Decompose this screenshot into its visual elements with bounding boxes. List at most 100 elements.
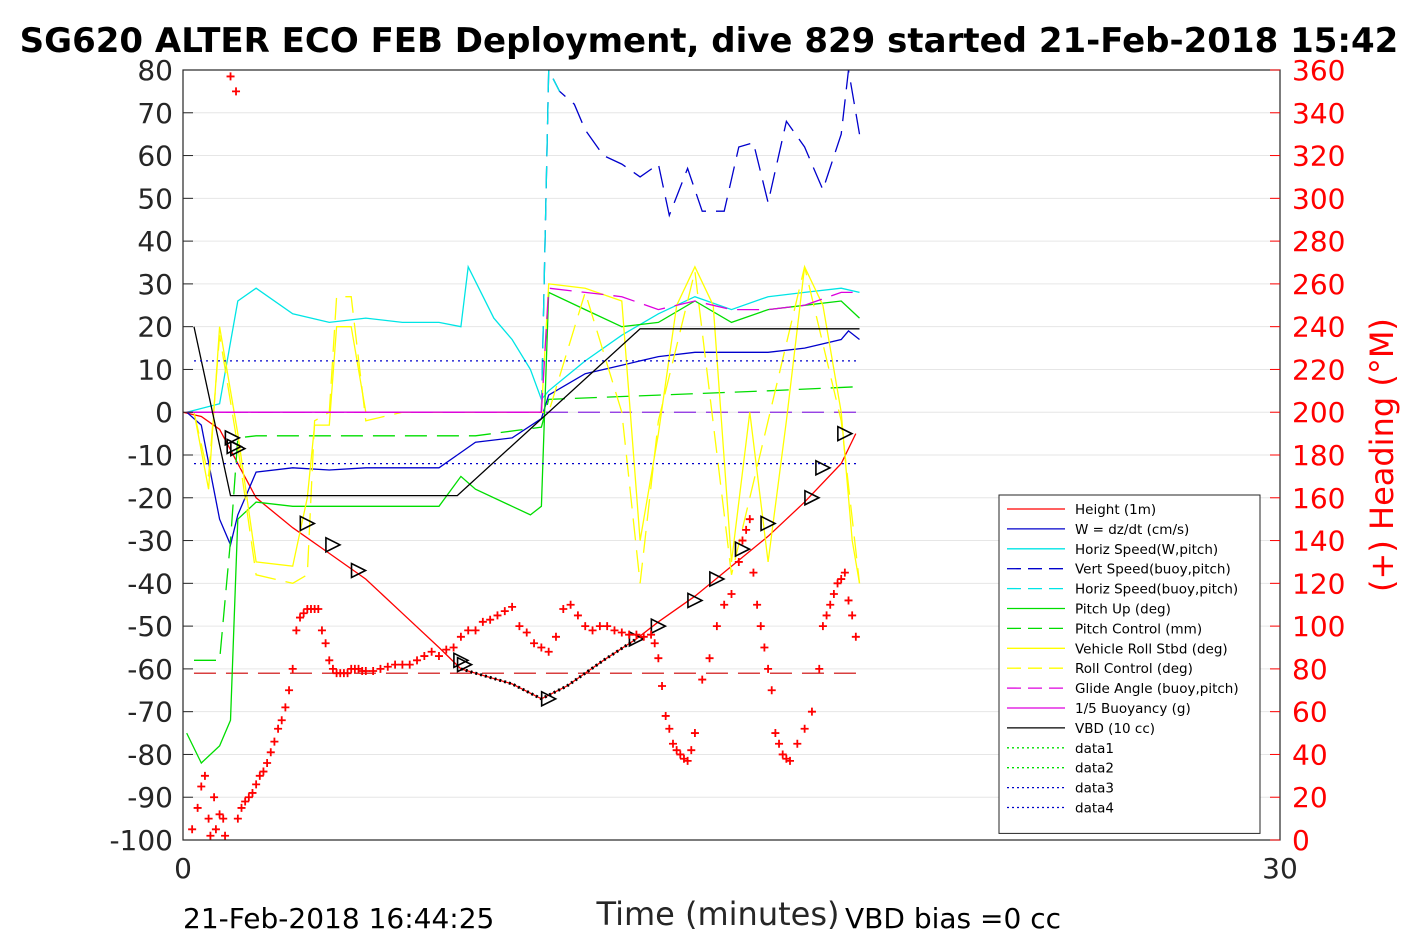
series-line (540, 69, 861, 413)
heading-marker (617, 628, 626, 637)
dive-bottom-dots (460, 637, 638, 701)
heading-marker (650, 639, 659, 648)
heading-marker (581, 622, 590, 631)
heading-marker (270, 737, 279, 746)
heading-marker (778, 750, 787, 759)
heading-marker (738, 536, 747, 545)
legend-label: Vert Speed(buoy,pitch) (1075, 562, 1231, 578)
heading-marker (241, 797, 250, 806)
legend: Height (1m) W = dz/dt (cm/s) Horiz Speed(W… (998, 494, 1261, 834)
left-tick-label: -40 (127, 567, 173, 600)
heading-marker (277, 716, 286, 725)
heading-marker (610, 626, 619, 635)
heading-marker (775, 739, 784, 748)
heading-marker (288, 664, 297, 673)
left-tick-label: -20 (127, 482, 173, 515)
left-tick-label: 70 (137, 97, 173, 130)
right-tick-label: 300 (1292, 182, 1345, 215)
heading-marker (263, 759, 272, 767)
heading-marker (215, 810, 224, 819)
heading-marker (672, 746, 681, 755)
heading-marker (471, 626, 480, 635)
heading-marker (405, 660, 414, 669)
heading-marker (317, 626, 326, 635)
heading-marker (442, 645, 451, 654)
legend-label: Pitch Control (mm) (1075, 621, 1202, 637)
left-y-axis-ticks: 80 70 60 50 40 30 20 10 0 -10 -20 -30 -40 -50 -60 -70 -8… (109, 54, 193, 857)
heading-marker (654, 654, 663, 663)
heading-marker (248, 788, 257, 797)
heading-marker (204, 814, 213, 823)
legend-label: data2 (1075, 761, 1114, 777)
heading-marker (639, 632, 648, 641)
right-tick-label: 140 (1292, 525, 1345, 558)
right-tick-label: 80 (1292, 653, 1328, 686)
right-tick-label: 280 (1292, 225, 1345, 258)
x-axis-label: Time (minutes) (596, 895, 840, 933)
footer-timestamp: 21-Feb-2018 16:44:25 (183, 902, 494, 935)
heading-marker (252, 780, 261, 789)
heading-marker (647, 630, 656, 639)
heading-marker (200, 771, 209, 780)
heading-marker (683, 756, 692, 765)
heading-marker (493, 611, 502, 620)
heading-marker (391, 660, 400, 669)
heading-marker (237, 803, 246, 812)
heading-marker (508, 602, 517, 611)
left-tick-label: 20 (137, 311, 173, 344)
series-line (540, 69, 561, 413)
heading-marker (603, 622, 612, 631)
footer-vbd-bias: VBD bias =0 cc (845, 902, 1061, 935)
legend-label: data4 (1075, 801, 1114, 817)
legend-label: VBD (10 cc) (1075, 721, 1155, 737)
legend-label: W = dz/dt (cm/s) (1075, 522, 1189, 538)
heading-marker (292, 626, 301, 635)
triangle-marker (350, 562, 368, 579)
heading-marker (771, 729, 780, 738)
heading-marker (299, 609, 308, 618)
heading-marker (665, 724, 674, 733)
heading-marker (211, 825, 220, 834)
left-tick-label: -60 (127, 653, 173, 686)
heading-marker (764, 664, 773, 673)
heading-marker (522, 628, 531, 637)
heading-marker (232, 87, 241, 96)
heading-marker (456, 632, 465, 641)
legend-label: Vehicle Roll Stbd (deg) (1075, 641, 1228, 657)
heading-marker (837, 575, 846, 584)
heading-marker (255, 771, 264, 780)
right-y-axis-label: (+) Heading (°M) (1363, 318, 1401, 592)
triangle-marker (760, 515, 777, 532)
heading-marker (219, 814, 228, 823)
legend-label: Horiz Speed(buoy,pitch) (1075, 582, 1238, 598)
right-tick-label: 360 (1292, 54, 1345, 87)
heading-marker (833, 579, 842, 588)
heading-marker (840, 568, 849, 577)
heading-marker (566, 600, 575, 609)
legend-box (998, 494, 1261, 834)
heading-marker (800, 724, 809, 733)
right-tick-label: 40 (1292, 738, 1328, 771)
left-tick-label: -100 (109, 824, 173, 857)
left-tick-label: -50 (127, 610, 173, 643)
heading-marker (753, 600, 762, 609)
heading-marker (712, 622, 721, 631)
heading-marker (244, 793, 253, 802)
heading-marker (221, 831, 230, 840)
left-tick-label: -90 (127, 781, 173, 814)
heading-marker (259, 767, 268, 776)
heading-marker (321, 639, 330, 648)
legend-label: Horiz Speed(W,pitch) (1075, 542, 1218, 558)
left-tick-label: 80 (137, 54, 173, 87)
heading-marker (690, 729, 699, 738)
heading-marker (818, 622, 827, 631)
heading-marker (822, 611, 831, 620)
right-tick-label: 20 (1292, 781, 1328, 814)
series-line (186, 330, 860, 547)
heading-marker (413, 656, 422, 665)
heading-marker (745, 515, 754, 524)
heading-marker (285, 686, 294, 695)
legend-label: data3 (1075, 781, 1114, 797)
heading-marker (325, 656, 334, 665)
